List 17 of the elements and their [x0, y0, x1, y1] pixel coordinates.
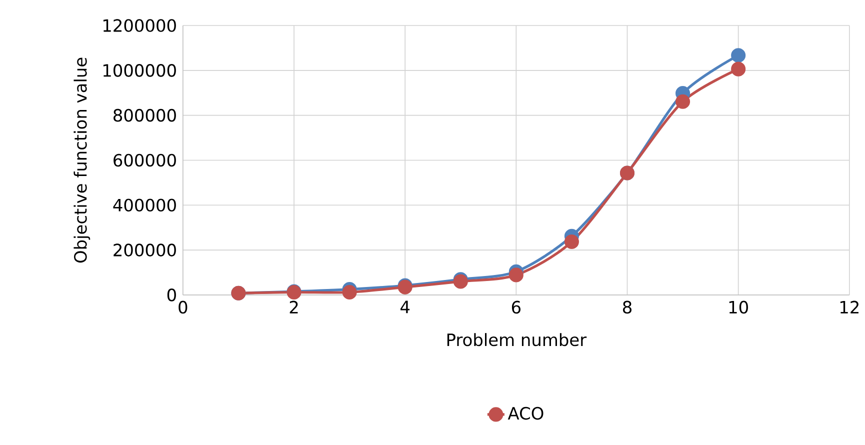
- y-tick-label: 400000: [113, 198, 176, 212]
- x-tick-label: 10: [729, 300, 748, 314]
- y-tick-label: 0: [167, 288, 176, 302]
- x-tick-label: 6: [512, 300, 520, 314]
- y-tick-label: 600000: [114, 154, 176, 167]
- y-axis-title: Objective function value: [74, 58, 90, 262]
- y-tick-label: 800000: [114, 108, 176, 122]
- y-tick-label: 1000000: [103, 64, 176, 77]
- x-tick-label: 2: [290, 300, 298, 314]
- x-tick-label: 8: [623, 300, 632, 314]
- y-tick-label: 1200000: [103, 18, 176, 32]
- legend-label: ACO: [508, 406, 544, 420]
- y-tick-label: 200000: [114, 244, 176, 256]
- x-tick-label: 0: [178, 300, 188, 314]
- x-tick-label: 12: [840, 300, 858, 314]
- x-axis-title: Problem number: [447, 332, 587, 346]
- x-tick-label: 4: [400, 300, 410, 314]
